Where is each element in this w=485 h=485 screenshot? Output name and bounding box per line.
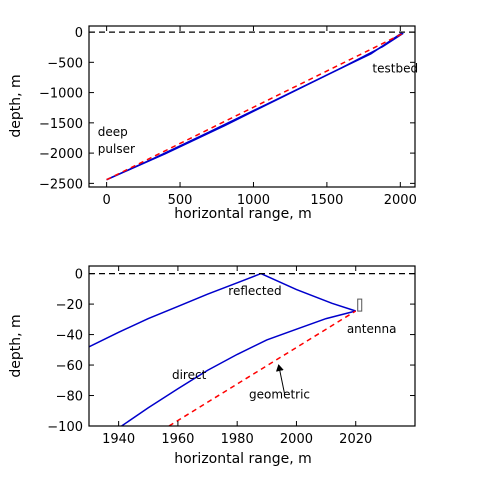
chart1-series-3	[168, 310, 357, 426]
chart0-x-axis-label: horizontal range, m	[174, 206, 312, 222]
chart1-ytick-label: −100	[47, 420, 83, 435]
chart1-ytick-label: −20	[56, 298, 83, 313]
chart1-plot-frame	[88, 265, 416, 427]
chart1-annotation: reflected	[228, 284, 281, 298]
chart1-xtick-label: 1960	[161, 432, 194, 447]
chart0-plot-frame	[88, 25, 416, 188]
chart1-series-0	[89, 272, 262, 348]
chart1-ytick-label: −40	[56, 329, 83, 344]
chart0-ytick-label: −2000	[39, 147, 83, 162]
chart1-ytick-label: 0	[75, 268, 83, 283]
chart1-ytick-label: −60	[56, 359, 83, 374]
chart0-ytick-label: −1000	[39, 87, 83, 102]
chart0-xtick-label: 1000	[237, 193, 270, 208]
chart0-series-2	[106, 32, 404, 181]
chart0-annotation: deep	[98, 125, 128, 139]
chart1-ytick-label: −80	[56, 390, 83, 405]
chart1-series-2	[121, 310, 356, 426]
chart1-annotation: antenna	[347, 322, 397, 336]
chart1-xtick-label: 2000	[280, 432, 313, 447]
chart1-annotation: geometric	[249, 388, 310, 402]
chart0-y-axis-label: depth, m	[8, 74, 24, 137]
chart0-xtick-label: 500	[168, 193, 193, 208]
chart1-xtick-label: 1980	[221, 432, 254, 447]
chart0-ytick-label: −2500	[39, 177, 83, 192]
chart1-xtick-label: 2020	[339, 432, 372, 447]
chart0-ytick-label: 0	[75, 26, 83, 41]
chart0-xtick-label: 1500	[310, 193, 343, 208]
antenna-marker	[357, 298, 363, 312]
chart1-xtick-label: 1940	[102, 432, 135, 447]
chart0-ytick-label: −1500	[39, 117, 83, 132]
chart0-ytick-label: −500	[47, 56, 83, 71]
chart0-annotation: pulser	[98, 142, 135, 156]
chart1-y-axis-label: depth, m	[8, 314, 24, 377]
chart0-xtick-label: 2000	[384, 193, 417, 208]
chart1-x-axis-label: horizontal range, m	[174, 451, 312, 467]
chart1-annotation: direct	[172, 368, 207, 382]
chart1-series-1	[260, 272, 356, 312]
geometric-pointer-arrow	[275, 364, 286, 395]
chart0-annotation: testbed	[372, 62, 418, 76]
chart0-series-1	[106, 32, 404, 181]
chart0-xtick-label: 0	[102, 193, 110, 208]
